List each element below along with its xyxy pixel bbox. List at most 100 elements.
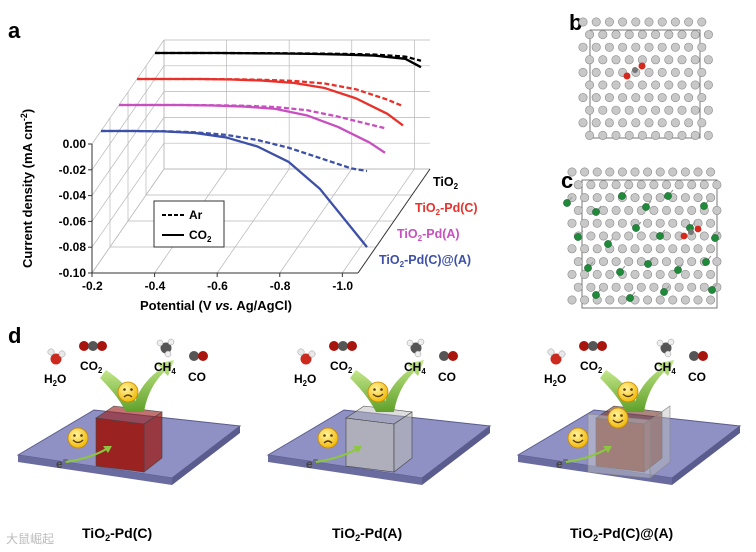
- happy-face-icon: [67, 427, 89, 449]
- happy-face-icon: [367, 381, 389, 403]
- scheme-panel-label-2: TiO2-Pd(A): [332, 525, 402, 543]
- atom-ti: [585, 55, 595, 65]
- atom-ti: [624, 55, 634, 65]
- atom-ti: [611, 80, 621, 90]
- atom-ti: [684, 118, 694, 128]
- panel-c-structure: [563, 167, 722, 309]
- atom-ti: [624, 205, 634, 215]
- chart-3d: -0.2 -0.4 -0.6 -0.8 -1.0 0.00 -0.02 -0.04 -0.06 -…: [59, 39, 431, 293]
- atom-ti: [586, 180, 596, 190]
- atom-ti: [643, 295, 653, 305]
- atom-ti: [693, 269, 703, 279]
- series-line-TiO2-Pd(A)-co2: [119, 103, 386, 154]
- electron-arrow: [65, 447, 109, 464]
- atom-ti: [661, 205, 671, 215]
- atom-ti: [580, 193, 590, 203]
- atom-ti: [643, 167, 653, 177]
- atom-ti: [687, 205, 697, 215]
- atom-ti: [703, 130, 713, 140]
- atom-ti: [706, 244, 716, 254]
- atom-ti: [684, 93, 694, 103]
- atom-c: [632, 67, 638, 73]
- water-h-atom: [308, 350, 316, 358]
- atom-ti: [637, 80, 647, 90]
- atom-ti: [604, 93, 614, 103]
- co-o-atom: [698, 351, 708, 361]
- ch4-h-atom: [167, 338, 175, 346]
- atom-ti: [693, 167, 703, 177]
- atom-ti: [598, 205, 608, 215]
- atom-ti: [611, 257, 621, 267]
- x-tick-label: -0.2: [82, 279, 103, 293]
- atom-ti: [706, 295, 716, 305]
- x-tick-label: -0.8: [270, 279, 291, 293]
- atom-ti: [631, 118, 641, 128]
- co-label: CO: [688, 370, 706, 384]
- watermark: 大鼠崛起: [6, 531, 54, 546]
- atom-o: [680, 232, 688, 240]
- atom-ti: [668, 295, 678, 305]
- atom-ti: [670, 93, 680, 103]
- ch4-c-atom: [660, 342, 672, 354]
- tio2-plate-side: [672, 426, 740, 485]
- atom-ti: [637, 30, 647, 40]
- co2-c-atom: [338, 341, 348, 351]
- water-h-atom: [47, 348, 55, 356]
- atom-ti: [637, 130, 647, 140]
- panel-c-cell: [581, 179, 718, 309]
- grid-line-y: [91, 117, 430, 222]
- atom-ti: [573, 257, 583, 267]
- panel-b-structure: [578, 17, 713, 140]
- atom-ti: [680, 244, 690, 254]
- atom-ti: [655, 167, 665, 177]
- ch4-label: CH4: [154, 360, 176, 376]
- co2-c-atom: [588, 341, 598, 351]
- series-line-TiO2-Pd(C)-co2: [137, 77, 404, 127]
- atom-ti: [630, 167, 640, 177]
- atom-ti: [611, 205, 621, 215]
- atom-ti: [699, 282, 709, 292]
- atom-ti: [655, 269, 665, 279]
- atom-pd: [674, 266, 682, 274]
- atom-ti: [684, 67, 694, 77]
- electron-arrow: [565, 447, 609, 464]
- atom-ti: [611, 180, 621, 190]
- atom-ti: [661, 180, 671, 190]
- co2-o-atom: [597, 341, 607, 351]
- tio2-plate-side: [172, 426, 240, 485]
- atom-ti: [643, 193, 653, 203]
- y-tick-label: 0.00: [63, 137, 87, 151]
- atom-ti: [677, 30, 687, 40]
- atom-ti: [664, 55, 674, 65]
- atom-ti: [649, 205, 659, 215]
- atom-ti: [585, 30, 595, 40]
- atom-ti: [598, 257, 608, 267]
- electron-label: e−: [56, 455, 68, 471]
- atom-ti: [664, 130, 674, 140]
- atom-o: [638, 62, 646, 70]
- y-tick-label: -0.10: [59, 266, 87, 280]
- x-tick-label: -1.0: [332, 279, 353, 293]
- atom-ti: [567, 218, 577, 228]
- atom-pd: [618, 192, 626, 200]
- tio2-plate-side: [422, 426, 490, 485]
- water-h-atom: [297, 348, 305, 356]
- product-arrow: [132, 360, 174, 412]
- atom-ti: [598, 180, 608, 190]
- scheme-panel-label-3: TiO2-Pd(C)@(A): [570, 525, 673, 543]
- atom-ti: [655, 193, 665, 203]
- atom-ti: [644, 93, 654, 103]
- atom-ti: [567, 244, 577, 254]
- atom-ti: [690, 80, 700, 90]
- atom-ti: [655, 218, 665, 228]
- atom-ti: [651, 30, 661, 40]
- co2-o-atom: [329, 341, 339, 351]
- atom-ti: [617, 295, 627, 305]
- atom-ti: [706, 167, 716, 177]
- atom-ti: [611, 30, 621, 40]
- y-tick-label: -0.06: [59, 214, 87, 228]
- atom-ti: [598, 282, 608, 292]
- electron-label: e−: [306, 455, 318, 471]
- atom-ti: [567, 269, 577, 279]
- atom-ti: [586, 282, 596, 292]
